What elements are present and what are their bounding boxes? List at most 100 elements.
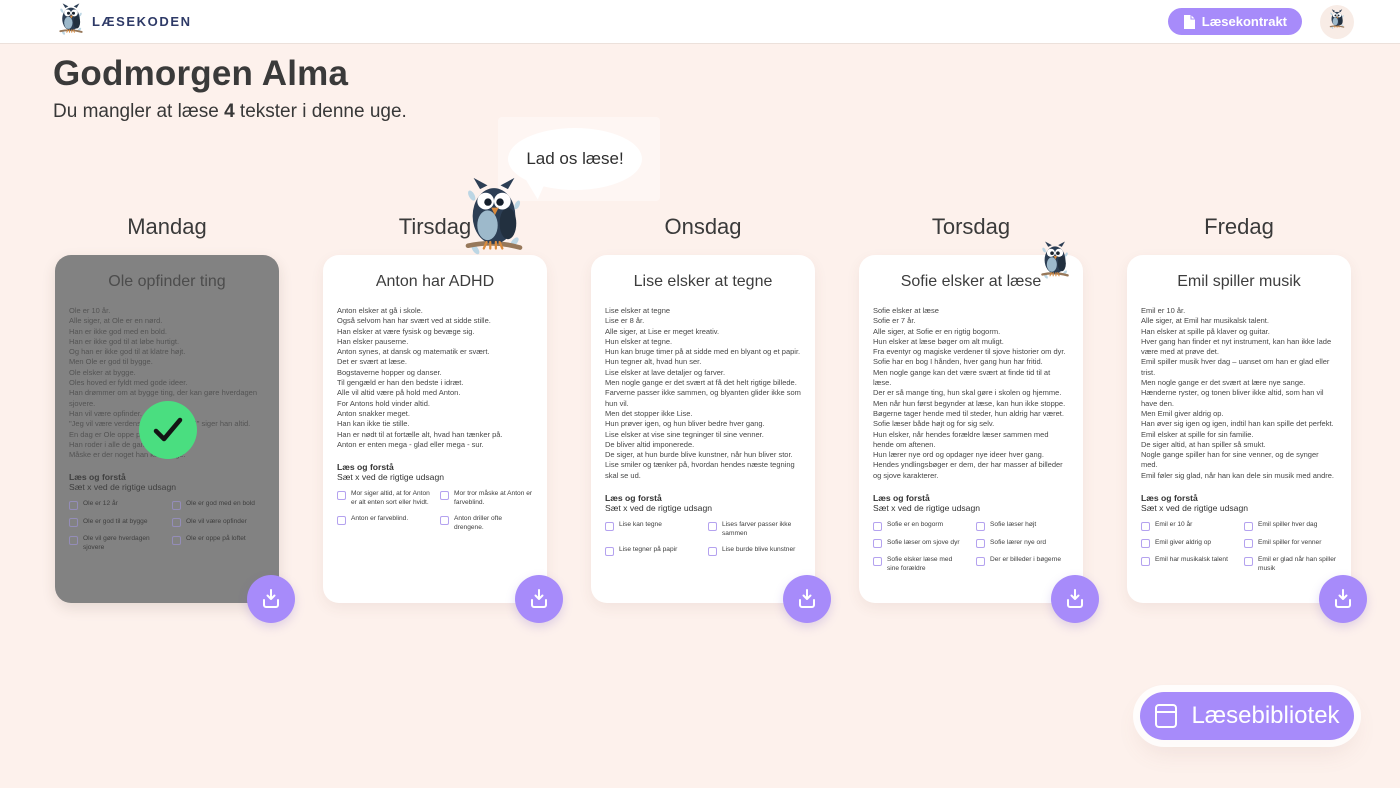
quiz-option[interactable]: Anton driller ofte drengene. xyxy=(440,515,533,532)
quiz-option[interactable]: Sofie læser om sjove dyr xyxy=(873,539,966,549)
story-line: De siger, at hun burde blive kunstner, n… xyxy=(605,450,793,460)
quiz-option-label: Mor siger altid, at for Anton er alt ent… xyxy=(351,490,430,506)
story-line: Han kan ikke tie stille. xyxy=(337,419,410,429)
checkbox[interactable] xyxy=(1141,539,1150,549)
checkbox[interactable] xyxy=(976,556,985,566)
quiz-option[interactable]: Emil spiller hver dag xyxy=(1244,521,1337,531)
story-line: Han er ikke god med en bold. xyxy=(69,326,167,336)
checkbox[interactable] xyxy=(976,539,985,549)
story-line: Han elsker pauserne. xyxy=(337,336,409,346)
quiz-option-label: Anton er farveblind. xyxy=(351,515,409,523)
download-button[interactable] xyxy=(247,575,295,623)
day-column-mandag: Mandag Ole opfinder ting Ole er 10 år. Al… xyxy=(55,214,295,623)
download-button[interactable] xyxy=(1319,575,1367,623)
quiz-option[interactable]: Lise burde blive kunstner xyxy=(708,546,801,556)
checkbox[interactable] xyxy=(440,490,449,500)
reading-card[interactable]: Emil spiller musik Emil er 10 år. Alle si… xyxy=(1127,255,1367,623)
download-icon xyxy=(799,589,815,608)
day-column-tirsdag: Tirsdag Anton har ADHD Anton elsker at g… xyxy=(323,214,563,623)
quiz-option[interactable]: Emil har musikalsk talent xyxy=(1141,556,1234,573)
quiz-option[interactable]: Sofie læser højt xyxy=(976,521,1069,531)
greeting-subtitle: Du mangler at læse 4 tekster i denne uge… xyxy=(53,101,407,123)
checkbox[interactable] xyxy=(1141,521,1150,531)
quiz-option[interactable]: Ole er god med en bold xyxy=(172,500,265,510)
checkbox[interactable] xyxy=(873,521,882,531)
day-label: Fredag xyxy=(1204,214,1274,239)
checkbox[interactable] xyxy=(873,556,882,566)
quiz-option-label: Ole er oppe på loftet xyxy=(186,535,246,543)
card-title: Emil spiller musik xyxy=(1177,273,1301,290)
checkbox[interactable] xyxy=(69,500,78,510)
story-line: Det er svært at læse. xyxy=(337,357,408,367)
quiz-option[interactable]: Ole er god til at bygge xyxy=(69,518,162,528)
checkbox[interactable] xyxy=(708,546,717,556)
quiz-option[interactable]: Mor siger altid, at for Anton er alt ent… xyxy=(337,490,430,507)
quiz-title: Læs og forstå xyxy=(1141,493,1198,504)
quiz-option[interactable]: Ole er 12 år xyxy=(69,500,162,510)
reading-card[interactable]: Ole opfinder ting Ole er 10 år. Alle sige… xyxy=(55,255,295,623)
checkbox[interactable] xyxy=(1244,556,1253,566)
checkbox[interactable] xyxy=(1141,556,1150,566)
quiz-option-label: Ole vil være opfinder xyxy=(186,517,247,525)
quiz-option[interactable]: Sofie lærer nye ord xyxy=(976,539,1069,549)
story-line: Alle vil altid være på hold med Anton. xyxy=(337,388,461,398)
owl-avatar-icon xyxy=(1329,9,1345,34)
checkbox[interactable] xyxy=(708,521,717,531)
story-line: Hun lærer nye ord og opdager nye ideer h… xyxy=(873,450,1044,460)
story-line: Anton snakker meget. xyxy=(337,408,410,418)
checkbox[interactable] xyxy=(976,521,985,531)
checkbox[interactable] xyxy=(1244,521,1253,531)
checkbox[interactable] xyxy=(337,490,346,500)
checkbox[interactable] xyxy=(69,535,78,545)
story-line: Emil føler sig glad, når han kan dele si… xyxy=(1141,470,1335,480)
quiz-option[interactable]: Sofie er en bogorm xyxy=(873,521,966,531)
quiz-option[interactable]: Der er billeder i bøgerne xyxy=(976,556,1069,573)
reading-card[interactable]: Lise elsker at tegne Lise elsker at tegn… xyxy=(591,255,831,623)
quiz-option[interactable]: Emil er 10 år xyxy=(1141,521,1234,531)
story-line: Men nogle gange er det svært at lære nye… xyxy=(1141,378,1306,388)
quiz-option[interactable]: Emil spiller for venner xyxy=(1244,539,1337,549)
quiz-option[interactable]: Emil er glad når han spiller musik xyxy=(1244,556,1337,573)
quiz-option-label: Emil giver aldrig op xyxy=(1155,538,1212,546)
checkbox[interactable] xyxy=(605,521,614,531)
quiz-option-label: Emil spiller hver dag xyxy=(1258,521,1318,529)
day-label: Mandag xyxy=(127,214,207,239)
download-button[interactable] xyxy=(515,575,563,623)
story-text: Emil er 10 år. Alle siger, at Emil har mu… xyxy=(1141,306,1337,481)
story-line: Han roder i alle de gamle ting. xyxy=(69,439,170,449)
quiz-option[interactable]: Sofie elsker læse med sine forældre xyxy=(873,556,966,573)
story-line: Lise er 8 år. xyxy=(605,316,645,326)
reading-contract-button[interactable]: Læsekontrakt xyxy=(1167,8,1302,35)
checkbox[interactable] xyxy=(873,539,882,549)
reading-library-button[interactable]: Læsebibliotek xyxy=(1140,692,1354,740)
checkbox[interactable] xyxy=(605,546,614,556)
quiz-option[interactable]: Lise kan tegne xyxy=(605,521,698,538)
story-line: Men nogle gange kan det være svært at fi… xyxy=(873,367,1051,388)
avatar[interactable] xyxy=(1320,4,1354,39)
checkbox[interactable] xyxy=(172,500,181,510)
download-button[interactable] xyxy=(783,575,831,623)
quiz-subtitle: Sæt x ved de rigtige udsagn xyxy=(873,503,981,514)
checkbox[interactable] xyxy=(69,518,78,528)
reading-card[interactable]: Sofie elsker at læse Sofie elsker at læs… xyxy=(859,255,1099,623)
quiz-option-label: Ole vil gøre hverdagen sjovere xyxy=(83,535,150,552)
quiz-option-label: Lise tegner på papir xyxy=(619,546,678,554)
story-text: Sofie elsker at læse Sofie er 7 år. Alle s… xyxy=(873,306,1069,481)
story-line: Bøgerne tager hende med til steder, hun … xyxy=(873,408,1064,418)
checkbox[interactable] xyxy=(172,518,181,528)
quiz-option[interactable]: Mor tror måske at Anton er farveblind. xyxy=(440,490,533,507)
quiz-option[interactable]: Ole vil gøre hverdagen sjovere xyxy=(69,535,162,552)
quiz-option[interactable]: Lise tegner på papir xyxy=(605,546,698,556)
quiz-option[interactable]: Anton er farveblind. xyxy=(337,515,430,532)
quiz-option[interactable]: Ole er oppe på loftet xyxy=(172,535,265,552)
quiz-option[interactable]: Lises farver passer ikke sammen xyxy=(708,521,801,538)
quiz-option[interactable]: Emil giver aldrig op xyxy=(1141,539,1234,549)
download-button[interactable] xyxy=(1051,575,1099,623)
checkbox[interactable] xyxy=(172,535,181,545)
checkbox[interactable] xyxy=(1244,539,1253,549)
brand[interactable]: LÆSEKODEN xyxy=(58,3,192,40)
checkbox[interactable] xyxy=(440,515,449,525)
quiz-option[interactable]: Ole vil være opfinder xyxy=(172,518,265,528)
checkbox[interactable] xyxy=(337,515,346,525)
reading-card[interactable]: Anton har ADHD Anton elsker at gå i skol… xyxy=(323,255,563,623)
